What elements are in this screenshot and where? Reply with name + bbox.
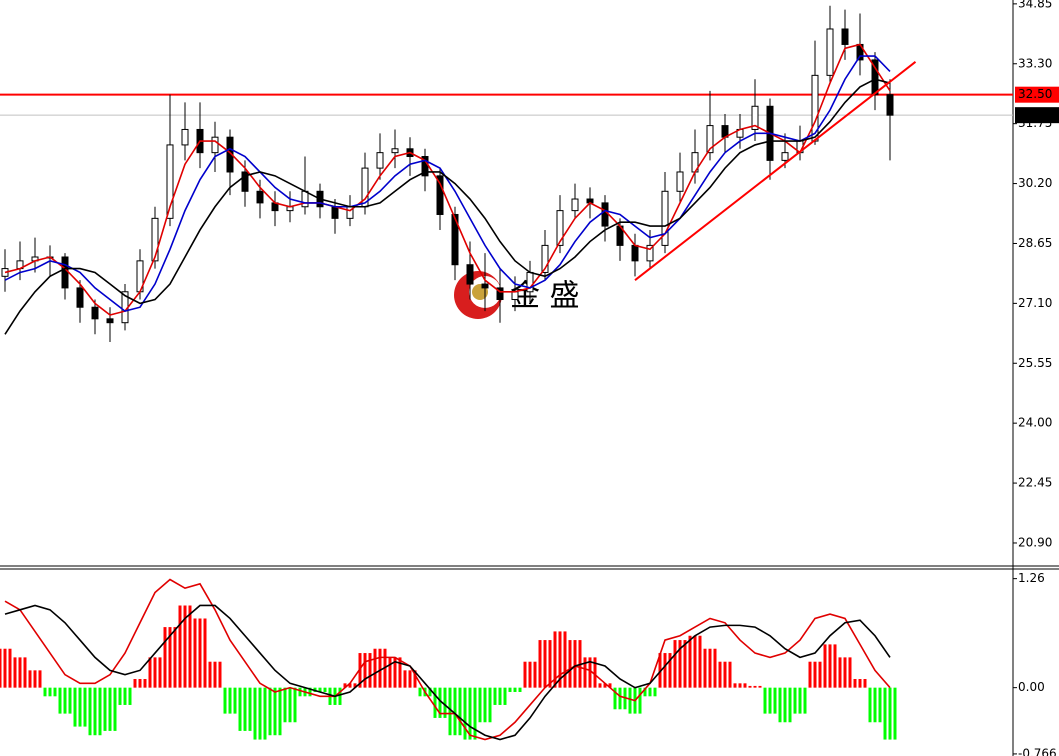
candle-body [256,190,264,204]
candle-body [601,202,609,227]
candle-body [841,28,849,45]
candle-body [211,136,219,154]
indicator-line [4,578,891,741]
indicator-line [4,78,891,335]
candle-body [886,94,894,116]
candle-body [706,125,714,154]
y-tick-label: 22.45 [1018,476,1052,490]
candle-body [106,318,114,324]
candle-body [166,144,174,219]
candle-body [331,206,339,219]
candle-body [826,28,834,76]
candle-body [151,217,159,262]
price-label-box [1015,107,1059,124]
candle-body [661,190,669,246]
candle-body [496,287,504,301]
y-tick-label: 30.20 [1018,176,1052,190]
candle-body [376,152,384,169]
candle-body [751,105,759,130]
y-tick-label: 25.55 [1018,356,1052,370]
candle-body [241,171,249,192]
candle-body [646,244,654,262]
candle-body [436,175,444,215]
candle-body [301,190,309,208]
candle-body [181,128,189,146]
y-tick-label: 33.30 [1018,56,1052,70]
y-tick-label: 1.26 [1018,571,1045,585]
candle-body [466,264,474,285]
indicator-line [4,55,891,312]
candle-body [556,210,564,246]
trend-line [634,61,917,281]
candle-body [481,283,489,289]
candle-body [451,213,459,266]
price-label: 32.50 [1018,87,1052,101]
candle-body [226,136,234,173]
y-tick-label: 27.10 [1018,296,1052,310]
price-label-box [1015,86,1059,103]
y-tick-label: 24.00 [1018,416,1052,430]
candle-body [91,306,99,320]
candle-body [676,171,684,192]
y-tick-label: 0.00 [1018,680,1045,694]
price-label: 31.97 [1018,108,1052,122]
candle-body [391,148,399,154]
y-tick-label: 28.65 [1018,236,1052,250]
watermark-logo [454,271,502,319]
candle-body [571,198,579,212]
candle-body [511,291,519,301]
candle-body [781,152,789,161]
candle-body [541,244,549,273]
y-tick-label: 34.85 [1018,0,1052,10]
watermark-text: 金 盛 [510,279,580,314]
y-tick-label: -0.766 [1018,746,1057,756]
indicator-line [4,604,891,741]
indicator-line [4,43,891,316]
y-tick-label: 20.90 [1018,535,1052,549]
candle-body [871,59,879,96]
candle-body [61,256,69,289]
candle-body [631,244,639,262]
candle-body [76,287,84,308]
